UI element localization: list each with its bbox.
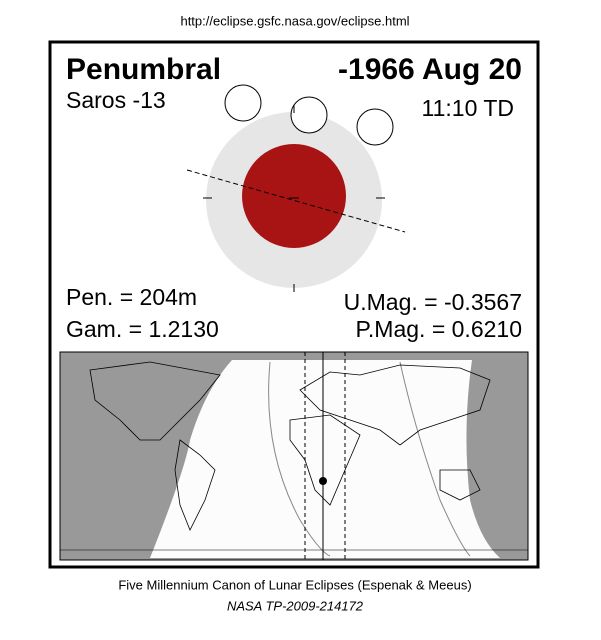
publication: NASA TP-2009-214172 bbox=[227, 598, 364, 613]
umbra bbox=[242, 144, 346, 248]
url: http://eclipse.gsfc.nasa.gov/eclipse.htm… bbox=[180, 13, 409, 28]
moon bbox=[224, 84, 262, 122]
moon bbox=[290, 96, 328, 134]
canon: Five Millennium Canon of Lunar Eclipses … bbox=[118, 577, 471, 592]
moon bbox=[356, 108, 394, 146]
axis-ticks bbox=[203, 105, 385, 292]
map bbox=[59, 351, 529, 561]
pmag: P.Mag. = 0.6210 bbox=[356, 316, 522, 342]
pen: Pen. = 204m bbox=[66, 284, 197, 310]
gam: Gam. = 1.2130 bbox=[66, 316, 219, 342]
moon-path bbox=[186, 169, 406, 233]
umag: U.Mag. = -0.3567 bbox=[344, 289, 522, 315]
saros: Saros -13 bbox=[66, 87, 166, 113]
eclipse-type: Penumbral bbox=[66, 53, 221, 86]
date: -1966 Aug 20 bbox=[338, 53, 522, 86]
time: 11:10 TD bbox=[422, 95, 514, 121]
